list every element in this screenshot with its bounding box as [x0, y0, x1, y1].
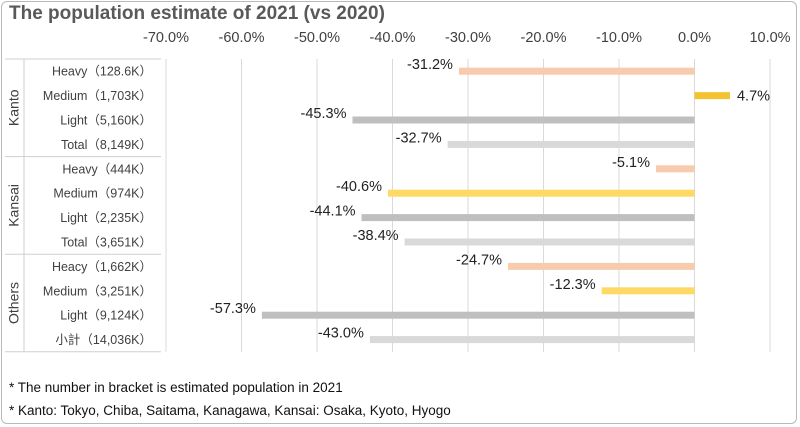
group-label: Kanto	[6, 89, 22, 126]
row-label: 小計（14,036K）	[55, 332, 152, 347]
x-tick-label: 10.0%	[749, 30, 790, 46]
data-label: -12.3%	[550, 277, 596, 293]
bar	[261, 311, 695, 319]
footnote-bracket-note: * The number in bracket is estimated pop…	[9, 380, 343, 395]
bar	[387, 189, 695, 197]
data-label: -44.1%	[310, 204, 356, 220]
data-label: -32.7%	[396, 130, 442, 146]
data-label: -5.1%	[612, 155, 650, 171]
bar	[655, 165, 695, 173]
data-label: -45.3%	[301, 106, 347, 122]
row-label: Heavy（444K）	[62, 162, 152, 176]
row-label: Heavy（128.6K）	[52, 65, 152, 79]
bar	[447, 140, 695, 148]
row-label: Total（8,149K）	[61, 138, 152, 152]
group-label: Others	[6, 282, 22, 324]
x-tick-label: -40.0%	[370, 30, 416, 46]
x-tick-label: -60.0%	[219, 30, 265, 46]
x-tick-label: -70.0%	[143, 30, 189, 46]
chart-title: The population estimate of 2021 (vs 2020…	[9, 3, 385, 24]
bar	[352, 116, 695, 124]
row-label: Total（3,651K）	[61, 236, 152, 250]
data-label: -31.2%	[407, 57, 453, 73]
data-label: 4.7%	[737, 89, 770, 105]
data-label: -40.6%	[336, 179, 382, 195]
row-label: Medium（1,703K）	[43, 89, 152, 103]
bar	[361, 214, 695, 222]
data-label: -38.4%	[353, 228, 399, 244]
x-tick-label: -30.0%	[445, 30, 491, 46]
bar	[458, 67, 695, 75]
x-tick-label: 0.0%	[678, 30, 711, 46]
bar	[369, 336, 695, 344]
bar	[508, 262, 695, 270]
x-tick-label: -10.0%	[596, 30, 642, 46]
row-label: Light（9,124K）	[60, 309, 152, 323]
row-label: Medium（974K）	[53, 187, 152, 201]
row-label: Light（5,160K）	[60, 114, 152, 128]
bar	[601, 287, 695, 295]
row-label: Heacy（1,662K）	[52, 260, 152, 274]
row-label: Medium（3,251K）	[43, 284, 152, 298]
x-tick-label: -50.0%	[294, 30, 340, 46]
bar	[694, 92, 730, 100]
group-label: Kansai	[6, 184, 22, 227]
row-label: Light（2,235K）	[60, 211, 152, 225]
data-label: -24.7%	[456, 252, 502, 268]
x-tick-label: -20.0%	[521, 30, 567, 46]
data-label: -57.3%	[210, 301, 256, 317]
data-label: -43.0%	[318, 326, 364, 342]
population-bar-chart: -70.0% -60.0% -50.0% -40.0% -30.0% -20.0% -10.…	[5, 30, 791, 353]
bar	[404, 238, 695, 246]
footnote-region-note: * Kanto: Tokyo, Chiba, Saitama, Kanagawa…	[9, 403, 451, 418]
